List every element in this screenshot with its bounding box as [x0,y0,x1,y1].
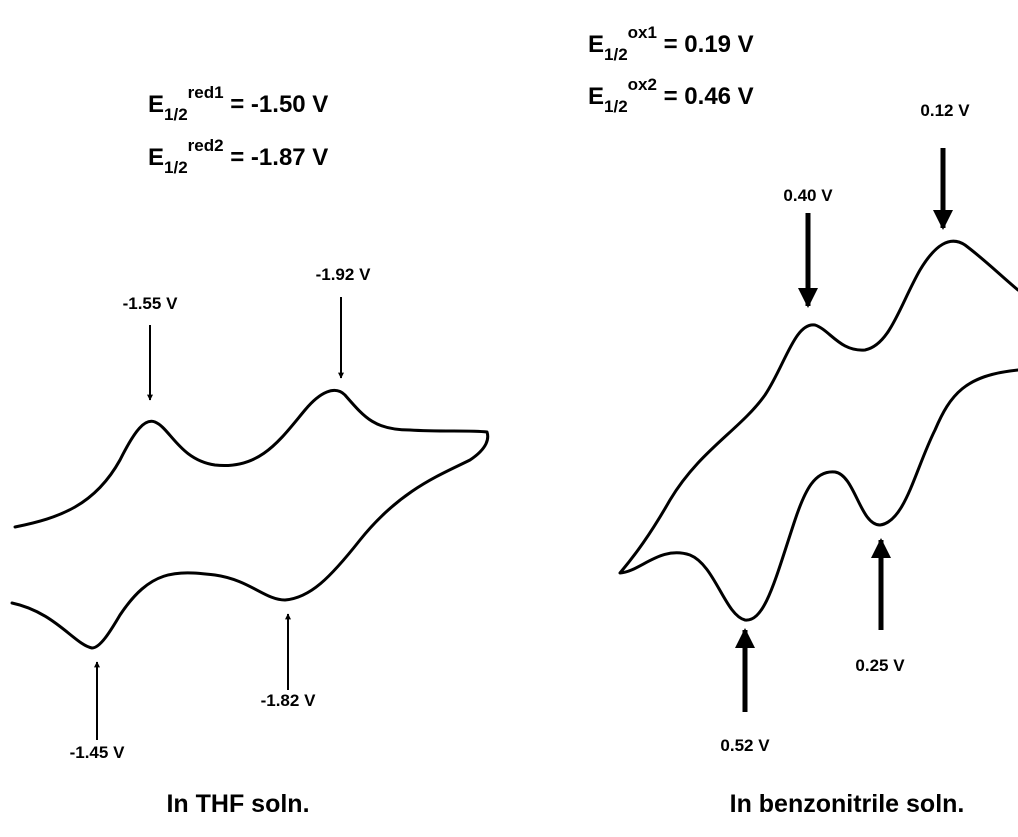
peak-label: -1.92 V [316,265,371,284]
peak-label: -1.45 V [70,743,125,762]
potential: E1/2ox1 = 0.19 V [588,23,754,64]
potential: E1/2red1 = -1.50 V [148,83,328,124]
caption: In THF soln. [166,790,309,818]
cv-curve [618,239,1018,622]
caption: In benzonitrile soln. [730,790,965,818]
peak-label: 0.12 V [920,101,970,120]
potential: E1/2red2 = -1.87 V [148,136,328,177]
peak-label: -1.82 V [261,691,316,710]
cv-curve [10,389,490,650]
peak-label: 0.52 V [720,736,770,755]
peak-label: 0.25 V [855,656,905,675]
peak-label: -1.55 V [123,294,178,313]
peak-label: 0.40 V [783,186,833,205]
potential: E1/2ox2 = 0.46 V [588,75,754,116]
